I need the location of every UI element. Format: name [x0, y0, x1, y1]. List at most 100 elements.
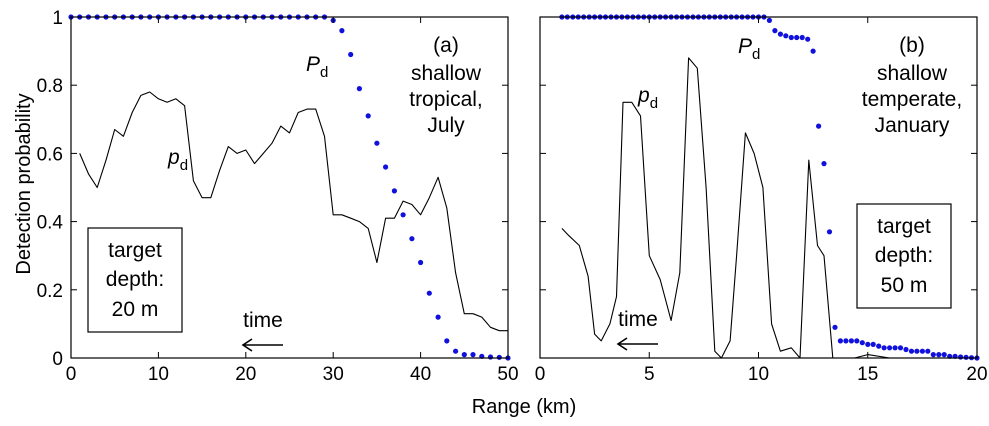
data-point-P_d: [365, 113, 371, 119]
data-point-P_d: [958, 354, 964, 360]
y-tick-label: 0.8: [37, 76, 63, 97]
data-point-P_d: [805, 36, 811, 42]
panel-b-target-line-2: depth:: [875, 244, 933, 267]
panel-b: 0 5 10 15 20 (b) shallow temperate, January …: [535, 14, 988, 385]
data-point-P_d: [356, 86, 362, 92]
data-point-P_d: [854, 338, 860, 344]
x-tick-label: 5: [644, 364, 655, 385]
x-tick-label: 15: [857, 364, 878, 385]
panel-a-target-line-2: depth:: [106, 268, 164, 291]
data-point-P_d: [925, 348, 931, 354]
panel-a-pd-sub: d: [180, 157, 188, 174]
data-point-P_d: [783, 33, 789, 39]
data-point-P_d: [881, 345, 887, 351]
data-point-P_d: [816, 123, 822, 129]
x-tick-label: 10: [148, 364, 169, 385]
x-tick-label: 30: [323, 364, 344, 385]
y-tick-label: 0: [52, 349, 63, 370]
panel-b-pd-main: p: [637, 84, 650, 107]
data-point-P_d: [487, 354, 494, 360]
data-point-P_d: [772, 28, 778, 34]
data-point-P_d: [426, 290, 432, 296]
data-point-P_d: [892, 345, 898, 351]
panel-b-annotation-line-2: temperate,: [862, 88, 962, 111]
x-tick-label: 20: [966, 364, 987, 385]
panel-a-target-line-1: target: [108, 239, 162, 262]
panel-b-annotation-line-1: shallow: [877, 62, 948, 85]
data-point-P_d: [919, 348, 926, 354]
panel-b-target-line-1: target: [877, 215, 931, 238]
y-tick-label: 0.4: [37, 213, 64, 234]
data-point-P_d: [837, 338, 844, 344]
x-axis-label: Range (km): [472, 396, 576, 418]
panel-a-plot-frame: [70, 16, 509, 359]
data-point-P_d: [859, 340, 865, 346]
data-point-P_d: [941, 352, 947, 358]
panel-b-time-arrow: [616, 337, 658, 351]
data-point-P_d: [444, 338, 450, 344]
data-point-P_d: [435, 314, 441, 320]
data-point-P_d: [870, 341, 876, 347]
panel-b-annotation-line-3: January: [875, 114, 950, 137]
panel-a-series-label-Pd: Pd: [306, 53, 328, 81]
y-tick-label: 1: [52, 8, 63, 29]
data-point-P_d: [876, 343, 882, 349]
panel-b-tag: (b): [899, 34, 925, 57]
x-tick-label: 20: [235, 364, 256, 385]
x-tick-label: 50: [497, 364, 518, 385]
data-point-P_d: [799, 34, 805, 41]
panel-a: 0 10 20 30 40 50 0 0.2 0.4 0.6 0.8 1 (a) shallow tr…: [37, 8, 519, 385]
panel-b-series-label-Pd: Pd: [738, 35, 760, 63]
data-point-P_d: [496, 354, 502, 360]
panel-a-annotation-line-2: tropical,: [409, 88, 483, 111]
data-point-P_d: [865, 341, 871, 347]
data-point-P_d: [826, 229, 833, 235]
panel-b-series-label-pd: pd: [637, 84, 658, 112]
data-point-P_d: [470, 352, 476, 358]
data-point-P_d: [936, 352, 942, 358]
data-point-P_d: [887, 345, 893, 351]
panel-a-time-label: time: [243, 309, 283, 332]
data-point-P_d: [374, 140, 380, 146]
panel-b-target-line-3: 50 m: [881, 274, 928, 297]
x-tick-label: 10: [748, 364, 769, 385]
y-tick-label: 0.2: [37, 281, 63, 302]
panel-a-annotation-line-3: July: [427, 114, 465, 137]
y-tick-label: 0.6: [37, 144, 63, 165]
panel-a-series-label-pd: pd: [167, 146, 188, 174]
panel-b-pd-sub: d: [650, 95, 658, 112]
panel-b-target-box: [856, 203, 952, 309]
data-point-P_d: [897, 345, 904, 351]
panel-b-time-label: time: [618, 308, 658, 331]
data-point-P_d: [461, 352, 467, 358]
data-point-P_d: [788, 34, 794, 41]
x-tick-label: 0: [535, 364, 546, 385]
data-point-P_d: [339, 28, 345, 34]
panel-b-ticks: 0 5 10 15 20: [535, 17, 988, 385]
panel-a-time-arrow: [241, 338, 283, 352]
data-point-P_d: [930, 352, 936, 358]
data-point-P_d: [777, 31, 784, 37]
data-point-P_d: [348, 51, 354, 58]
data-point-P_d: [409, 236, 415, 242]
y-axis-label: Detection probability: [13, 93, 35, 274]
data-point-P_d: [391, 188, 397, 194]
data-point-P_d: [832, 324, 838, 330]
panel-a-target-line-3: 20 m: [112, 298, 159, 321]
data-point-P_d: [400, 212, 406, 218]
data-point-P_d: [908, 348, 915, 354]
data-point-P_d: [766, 17, 773, 23]
data-point-P_d: [383, 164, 389, 170]
data-point-P_d: [914, 348, 920, 354]
data-point-P_d: [848, 338, 855, 344]
x-tick-label: 0: [66, 364, 77, 385]
data-point-P_d: [963, 354, 969, 360]
panel-a-pd-main: p: [167, 146, 180, 169]
panel-a-Pd-sub: d: [320, 64, 328, 81]
data-point-P_d: [418, 259, 424, 266]
panel-b-Pd-main: P: [738, 35, 752, 58]
data-point-P_d: [821, 161, 827, 167]
data-point-P_d: [843, 338, 849, 344]
